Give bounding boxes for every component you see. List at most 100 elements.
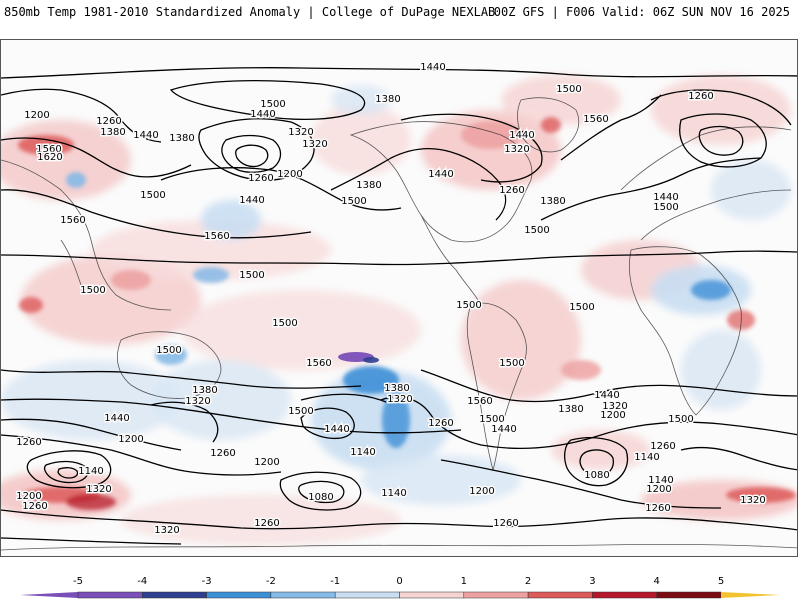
contour-label: 1500 [260,99,285,110]
contour-label: 1200 [600,410,625,421]
colorbar-segment [463,591,529,599]
colorbar-segment [399,591,465,599]
contour-label: 1560 [60,215,85,226]
contour-label: 1440 [428,169,453,180]
contour-label: 1440 [250,109,275,120]
contour-label: 1560 [583,114,608,125]
contour-label: 1260 [428,418,453,429]
colorbar-tick-label: 0 [396,576,403,587]
colorbar-segment [721,592,780,598]
contour-label: 1380 [375,94,400,105]
colorbar-segment [592,591,657,599]
contour-label: 1140 [350,447,375,458]
contour-label: 1260 [493,518,518,529]
colorbar-segment [656,591,722,599]
colorbar-segment [206,591,272,599]
contour-label: 1500 [239,270,264,281]
contour-label: 1560 [306,358,331,369]
contour-label: 1440 [324,424,349,435]
contour-label: 1200 [16,491,41,502]
contour-label: 1500 [524,225,549,236]
contour-label: 1320 [288,127,313,138]
contour-label: 1500 [288,406,313,417]
contour-label: 1620 [37,152,62,163]
contour-label: 1260 [254,518,279,529]
colorbar-tick-label: -5 [73,576,83,587]
colorbar-tick-label: 5 [717,576,725,587]
contour-label: 1320 [185,396,210,407]
contour-label: 1320 [302,139,327,150]
contour-label: 1320 [387,394,412,405]
contour-label: 1500 [479,414,504,425]
contour-label: 1260 [688,91,713,102]
contour-label: 1320 [740,495,765,506]
contour-label: 1080 [584,470,609,481]
contour-label: 1500 [653,202,678,213]
contour-label: 1440 [239,195,264,206]
colorbar-tick-label: -4 [137,576,148,587]
contour-label: 1140 [634,452,659,463]
contour-label: 1500 [341,196,366,207]
contour-label: 1500 [156,345,181,356]
contour-label: 1260 [248,173,273,184]
world-map: 1440 1500 1440 1380 1500 1260 1200 1260 1380 1440… [0,39,798,557]
title-bar: 850mb Temp 1981-2010 Standardized Anomal… [0,0,800,36]
contour-label: 1320 [86,484,111,495]
contour-label: 1440 [653,192,678,203]
contour-label: 1260 [22,501,47,512]
contour-label: 1200 [469,486,494,497]
contour-label: 1440 [594,390,619,401]
contour-label: 1380 [384,383,409,394]
contour-label: 1500 [272,318,297,329]
colorbar-tick-label: -2 [265,576,276,587]
anomaly-colorbar: -5 -4 -3 -2 -1 0 1 2 3 4 5 [0,570,800,600]
contour-label: 1260 [16,437,41,448]
contour-label: 1260 [645,503,670,514]
colorbar-tick-label: -3 [201,576,212,587]
contour-label: 1560 [467,396,492,407]
colorbar-segment [334,591,400,599]
contour-label: 1200 [254,457,279,468]
contour-label: 1380 [169,133,194,144]
contour-label: 1200 [24,110,49,121]
colorbar-segment [142,591,207,599]
colorbar-segment [77,591,143,599]
contour-label: 1440 [420,62,445,73]
extreme-cold-core [363,357,379,363]
contour-label: 1140 [78,466,103,477]
contour-label: 1080 [308,492,333,503]
contour-label: 1500 [668,414,693,425]
colorbar-segment [270,591,336,599]
height-contours [1,67,797,545]
colorbar-tick-label: -1 [330,576,341,587]
contour-label: 1440 [509,130,534,141]
contour-label: 1500 [456,300,481,311]
contour-label: 1440 [491,424,516,435]
contour-label: 1320 [602,401,627,412]
contour-label: 1320 [154,525,179,536]
contour-label: 1440 [104,413,129,424]
contour-label: 1440 [133,130,158,141]
contour-label: 1200 [118,434,143,445]
contour-label: 1140 [648,475,673,486]
contour-label: 1500 [556,84,581,95]
colorbar-tick-label: 3 [589,576,596,587]
colorbar-tick-label: 1 [460,576,467,587]
contour-label: 1560 [36,144,61,155]
coastlines [1,97,797,551]
contour-label: 1260 [650,441,675,452]
model-run-label: 00Z GFS | F006 Valid: 06Z SUN NOV 16 202… [493,5,790,19]
contour-label: 1260 [96,116,121,127]
colorbar-segment [527,591,593,599]
contour-label: 1380 [192,385,217,396]
colorbar-tick-label: 2 [524,576,532,587]
colorbar-strip [20,591,780,599]
contour-label: 1260 [210,448,235,459]
contour-label: 1500 [569,302,594,313]
contour-label: 1380 [558,404,583,415]
contour-label: 1260 [499,185,524,196]
contour-label: 1500 [499,358,524,369]
contour-label: 1560 [204,231,229,242]
